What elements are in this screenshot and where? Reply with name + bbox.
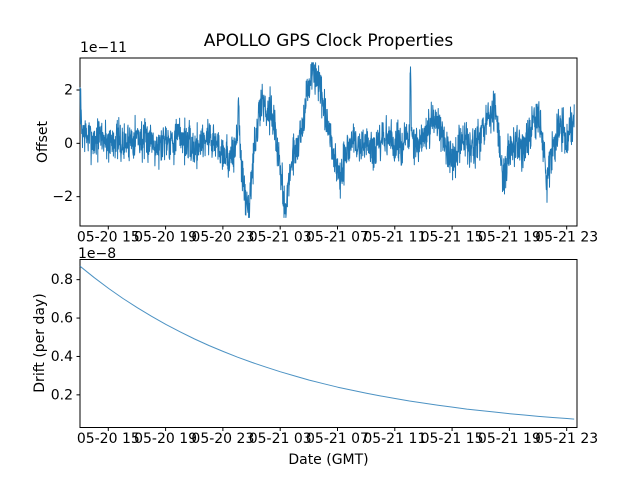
x-axis-label-date: Date (GMT) — [288, 452, 369, 468]
x-tick-label: 05-20 23 — [191, 431, 254, 447]
y-tick-label: 0.2 — [51, 387, 73, 403]
y-tick-label: 0.8 — [51, 272, 73, 288]
x-tick-label: 05-21 07 — [306, 230, 369, 246]
offset-scale-label-bottom: 1e−8 — [78, 246, 117, 262]
y-tick-label: 2 — [64, 83, 73, 99]
y-tick-label: 0.6 — [51, 311, 73, 327]
x-tick-label: 05-21 07 — [306, 431, 369, 447]
x-tick-label: 05-21 11 — [363, 230, 426, 246]
offset-series-line — [79, 62, 575, 218]
x-tick-label: 05-21 03 — [249, 431, 312, 447]
x-tick-label: 05-21 23 — [535, 230, 598, 246]
axes-frame-1 — [79, 259, 578, 428]
x-tick-label: 05-21 19 — [478, 431, 541, 447]
offset-scale-label-top: 1e−11 — [80, 40, 128, 56]
x-tick-label: 05-20 15 — [77, 230, 140, 246]
y-tick-label: 0.4 — [51, 349, 73, 365]
x-tick-label: 05-20 23 — [191, 230, 254, 246]
drift-series-line — [79, 265, 575, 420]
chart-title: APOLLO GPS Clock Properties — [203, 31, 454, 51]
x-tick-label: 05-21 03 — [249, 230, 312, 246]
x-tick-label: 05-21 11 — [363, 431, 426, 447]
x-tick-label: 05-20 15 — [77, 431, 140, 447]
x-tick-label: 05-21 15 — [421, 431, 484, 447]
x-tick-label: 05-20 19 — [134, 230, 197, 246]
y-tick-label: −2 — [52, 189, 73, 205]
x-tick-label: 05-21 15 — [421, 230, 484, 246]
y-tick-label: 0 — [64, 136, 73, 152]
axes-frame-0 — [79, 57, 578, 227]
x-tick-label: 05-21 19 — [478, 230, 541, 246]
x-tick-label: 05-21 23 — [535, 431, 598, 447]
x-tick-label: 05-20 19 — [134, 431, 197, 447]
